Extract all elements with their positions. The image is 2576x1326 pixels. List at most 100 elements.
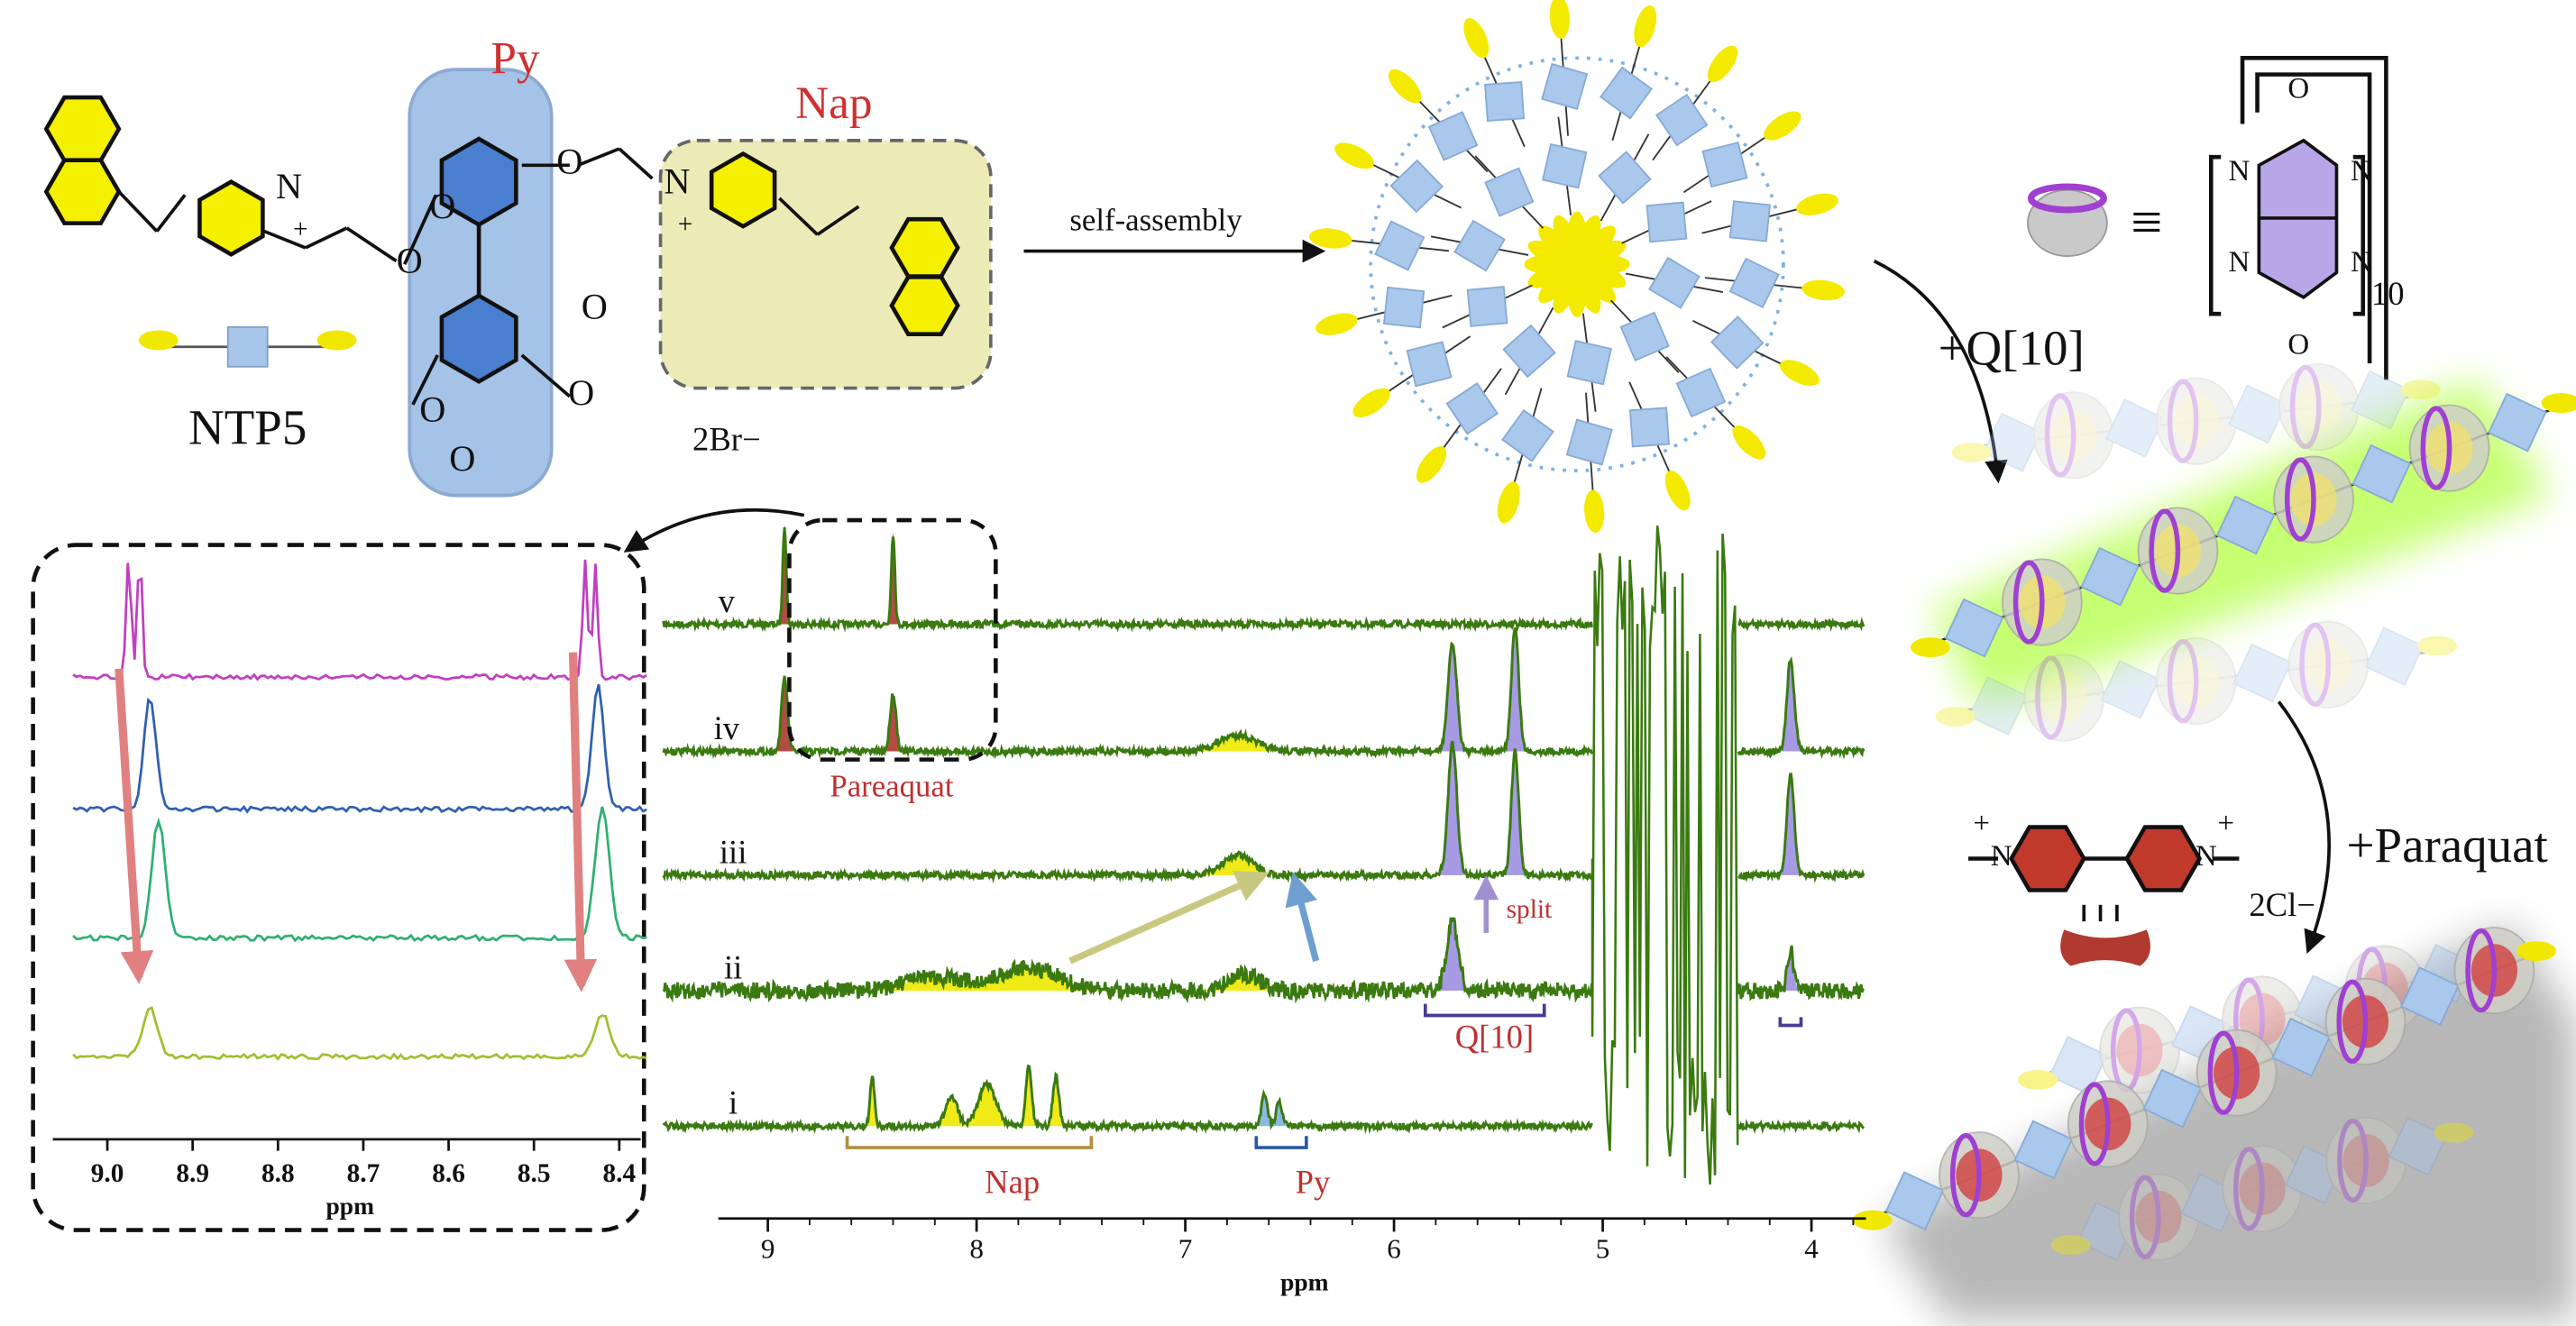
chain-cube — [2080, 546, 2140, 607]
bond — [520, 353, 572, 398]
chain-ring — [2167, 379, 2199, 463]
micelle-cube — [1600, 66, 1653, 120]
outer-tail — [1801, 279, 1845, 301]
inset-trace — [72, 806, 647, 943]
arrow — [1068, 871, 1270, 965]
inset-trace — [72, 1005, 647, 1061]
q10-repeat: 10 — [2371, 275, 2405, 312]
micelle-cube — [1655, 93, 1709, 147]
chain-cube — [2049, 1036, 2108, 1095]
q10-frame — [2240, 55, 2388, 380]
trace-label: i — [729, 1084, 738, 1121]
arrow — [623, 508, 805, 553]
chain-capsule — [2032, 391, 2114, 480]
ntp5-label: NTP5 — [188, 400, 307, 455]
q10-bracket — [2208, 154, 2366, 316]
x-tick-label: 6 — [1387, 1233, 1401, 1265]
peak-fill — [864, 1076, 880, 1127]
atom-label: + — [678, 210, 693, 239]
chain-capsule — [2278, 362, 2360, 452]
chain-faded — [2050, 1116, 2474, 1261]
peak-fill — [1175, 735, 1300, 752]
outer-tail — [1634, 5, 1657, 48]
peak-fill — [1777, 775, 1804, 875]
chain-capsule — [2118, 1173, 2199, 1261]
micelle-cube — [1648, 256, 1701, 309]
annotation: Pareaquat — [830, 769, 953, 804]
chain-cube — [2388, 1116, 2448, 1176]
ring — [43, 158, 122, 225]
arrow-label: self-assembly — [1069, 202, 1242, 237]
outer-tail — [1497, 481, 1520, 524]
chain-cube — [2076, 1202, 2137, 1261]
bond — [263, 229, 307, 250]
x-tick-label: 9 — [761, 1233, 775, 1265]
bond — [155, 194, 187, 233]
micelle-cube — [1484, 167, 1535, 217]
bracket — [845, 1136, 1094, 1149]
ring — [2009, 825, 2086, 892]
chain-tail — [1935, 707, 1976, 727]
bond — [618, 147, 654, 180]
chain-main — [1852, 927, 2557, 1230]
trace-label: ii — [724, 948, 742, 985]
spectrum-trace — [1737, 945, 1866, 1001]
chain-ring — [2167, 638, 2199, 724]
x-tick-label: 9.0 — [91, 1159, 124, 1188]
chain-capsule — [2155, 377, 2237, 465]
atom-label: N — [2228, 246, 2250, 279]
chain-ring — [2284, 457, 2316, 542]
chain-guest — [2040, 671, 2087, 725]
peak-fill — [930, 1096, 973, 1127]
spectrum-trace — [662, 527, 1593, 633]
chain-guest — [2050, 408, 2097, 462]
axle — [1981, 395, 2412, 448]
outer-tail — [1779, 360, 1820, 387]
peak-fill — [1431, 921, 1473, 992]
ring — [439, 293, 518, 384]
chain-ring — [2149, 508, 2181, 593]
axle — [2080, 1138, 2444, 1240]
py-label: Py — [490, 33, 540, 85]
atom-label: N — [664, 161, 690, 202]
chain-tail — [1910, 637, 1950, 658]
outer-tail — [1416, 446, 1447, 483]
chain-cube — [1968, 676, 2028, 736]
chain-cube — [2400, 966, 2460, 1026]
chain-ring — [1949, 1132, 1982, 1218]
shift-arrow — [564, 652, 598, 992]
inset-trace — [72, 683, 647, 814]
trace-label: iv — [714, 709, 740, 746]
chain-cube — [2350, 370, 2410, 430]
chain-ring — [2336, 979, 2369, 1065]
chain-tail — [2434, 1122, 2474, 1143]
chain-faded — [1951, 362, 2441, 480]
micelle-shell — [1369, 56, 1785, 472]
peak-fill — [924, 967, 1133, 992]
chain-cube — [1944, 598, 2004, 658]
chain-tail — [2541, 393, 2576, 414]
chain-ring — [2044, 393, 2076, 478]
micelle-cube — [1466, 286, 1508, 327]
atom-label: + — [2217, 807, 2234, 839]
counterion: 2Cl− — [2249, 886, 2315, 923]
chain-cube — [2013, 1120, 2074, 1180]
chain-guest — [2173, 394, 2220, 448]
atom-label: N — [2351, 246, 2372, 279]
annotation: Q[10] — [1455, 1018, 1534, 1055]
micelle-cube — [1728, 200, 1772, 242]
chain-guest — [2173, 654, 2220, 708]
peak-fill — [1253, 1093, 1276, 1127]
outer-tail — [1549, 0, 1570, 39]
micelle-cube — [1628, 407, 1670, 448]
micelle-cube — [1502, 324, 1556, 379]
q10-add: +Q[10] — [1939, 321, 2085, 376]
micelle-cube — [1445, 381, 1499, 435]
x-tick-label: 8.6 — [432, 1159, 465, 1188]
paraquat-icon — [2060, 929, 2150, 966]
chain-cube — [2180, 1173, 2241, 1233]
nap-label: Nap — [795, 78, 872, 129]
x-tick-label: 4 — [1804, 1233, 1819, 1265]
ring — [709, 151, 777, 229]
